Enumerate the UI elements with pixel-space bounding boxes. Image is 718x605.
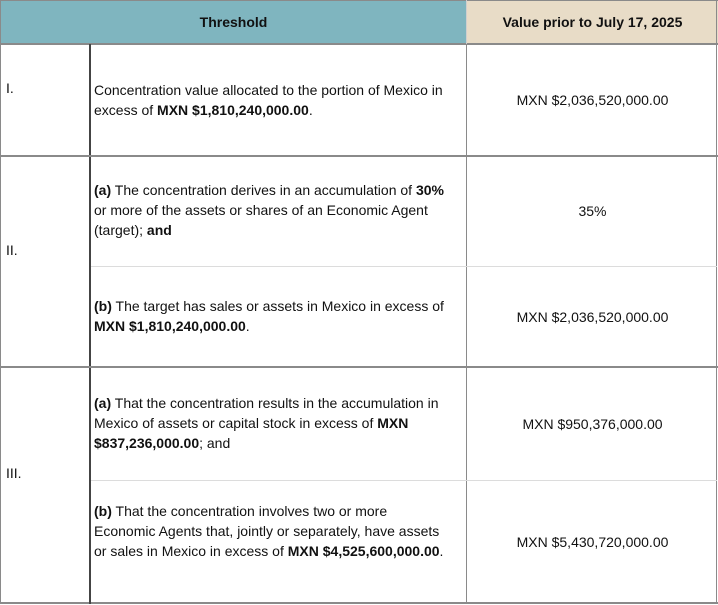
table-border-left [0,0,1,604]
row-1-value: MXN $2,036,520,000.00 [516,92,669,108]
row-3a-text: (a) That the concentration results in th… [94,395,439,451]
numeral-column-divider [89,44,91,604]
row-2a-text: (a) The concentration derives in an accu… [94,182,444,238]
row-3b-value: MXN $5,430,720,000.00 [516,533,669,550]
table-border-top [0,0,718,1]
row-2b-text: (b) The target has sales or assets in Me… [94,298,444,334]
row-3a-value: MXN $950,376,000.00 [522,415,663,432]
header-column-divider [466,0,467,44]
header-threshold-label: Threshold [199,14,268,30]
row-1-text: Concentration value allocated to the por… [94,82,443,118]
row-3-numeral: III. [6,465,22,481]
header-divider [0,43,718,45]
subrow-divider-3 [91,480,717,481]
row-1-numeral: I. [6,80,14,96]
header-value-prior-label: Value prior to July 17, 2025 [502,14,683,30]
subrow-divider-2 [91,266,717,267]
header-threshold: Threshold [0,0,467,44]
section-divider-2 [0,366,718,368]
row-2b-value: MXN $2,036,520,000.00 [516,308,669,325]
table-border-bottom [0,602,718,604]
header-value-prior: Value prior to July 17, 2025 [467,0,718,44]
section-divider-1 [0,155,718,157]
value-column-divider [466,44,467,604]
row-3b-text: (b) That the concentration involves two … [94,503,444,559]
table-border-right [716,0,717,604]
row-2-numeral: II. [6,242,18,258]
row-2a-value: 35% [578,203,607,219]
